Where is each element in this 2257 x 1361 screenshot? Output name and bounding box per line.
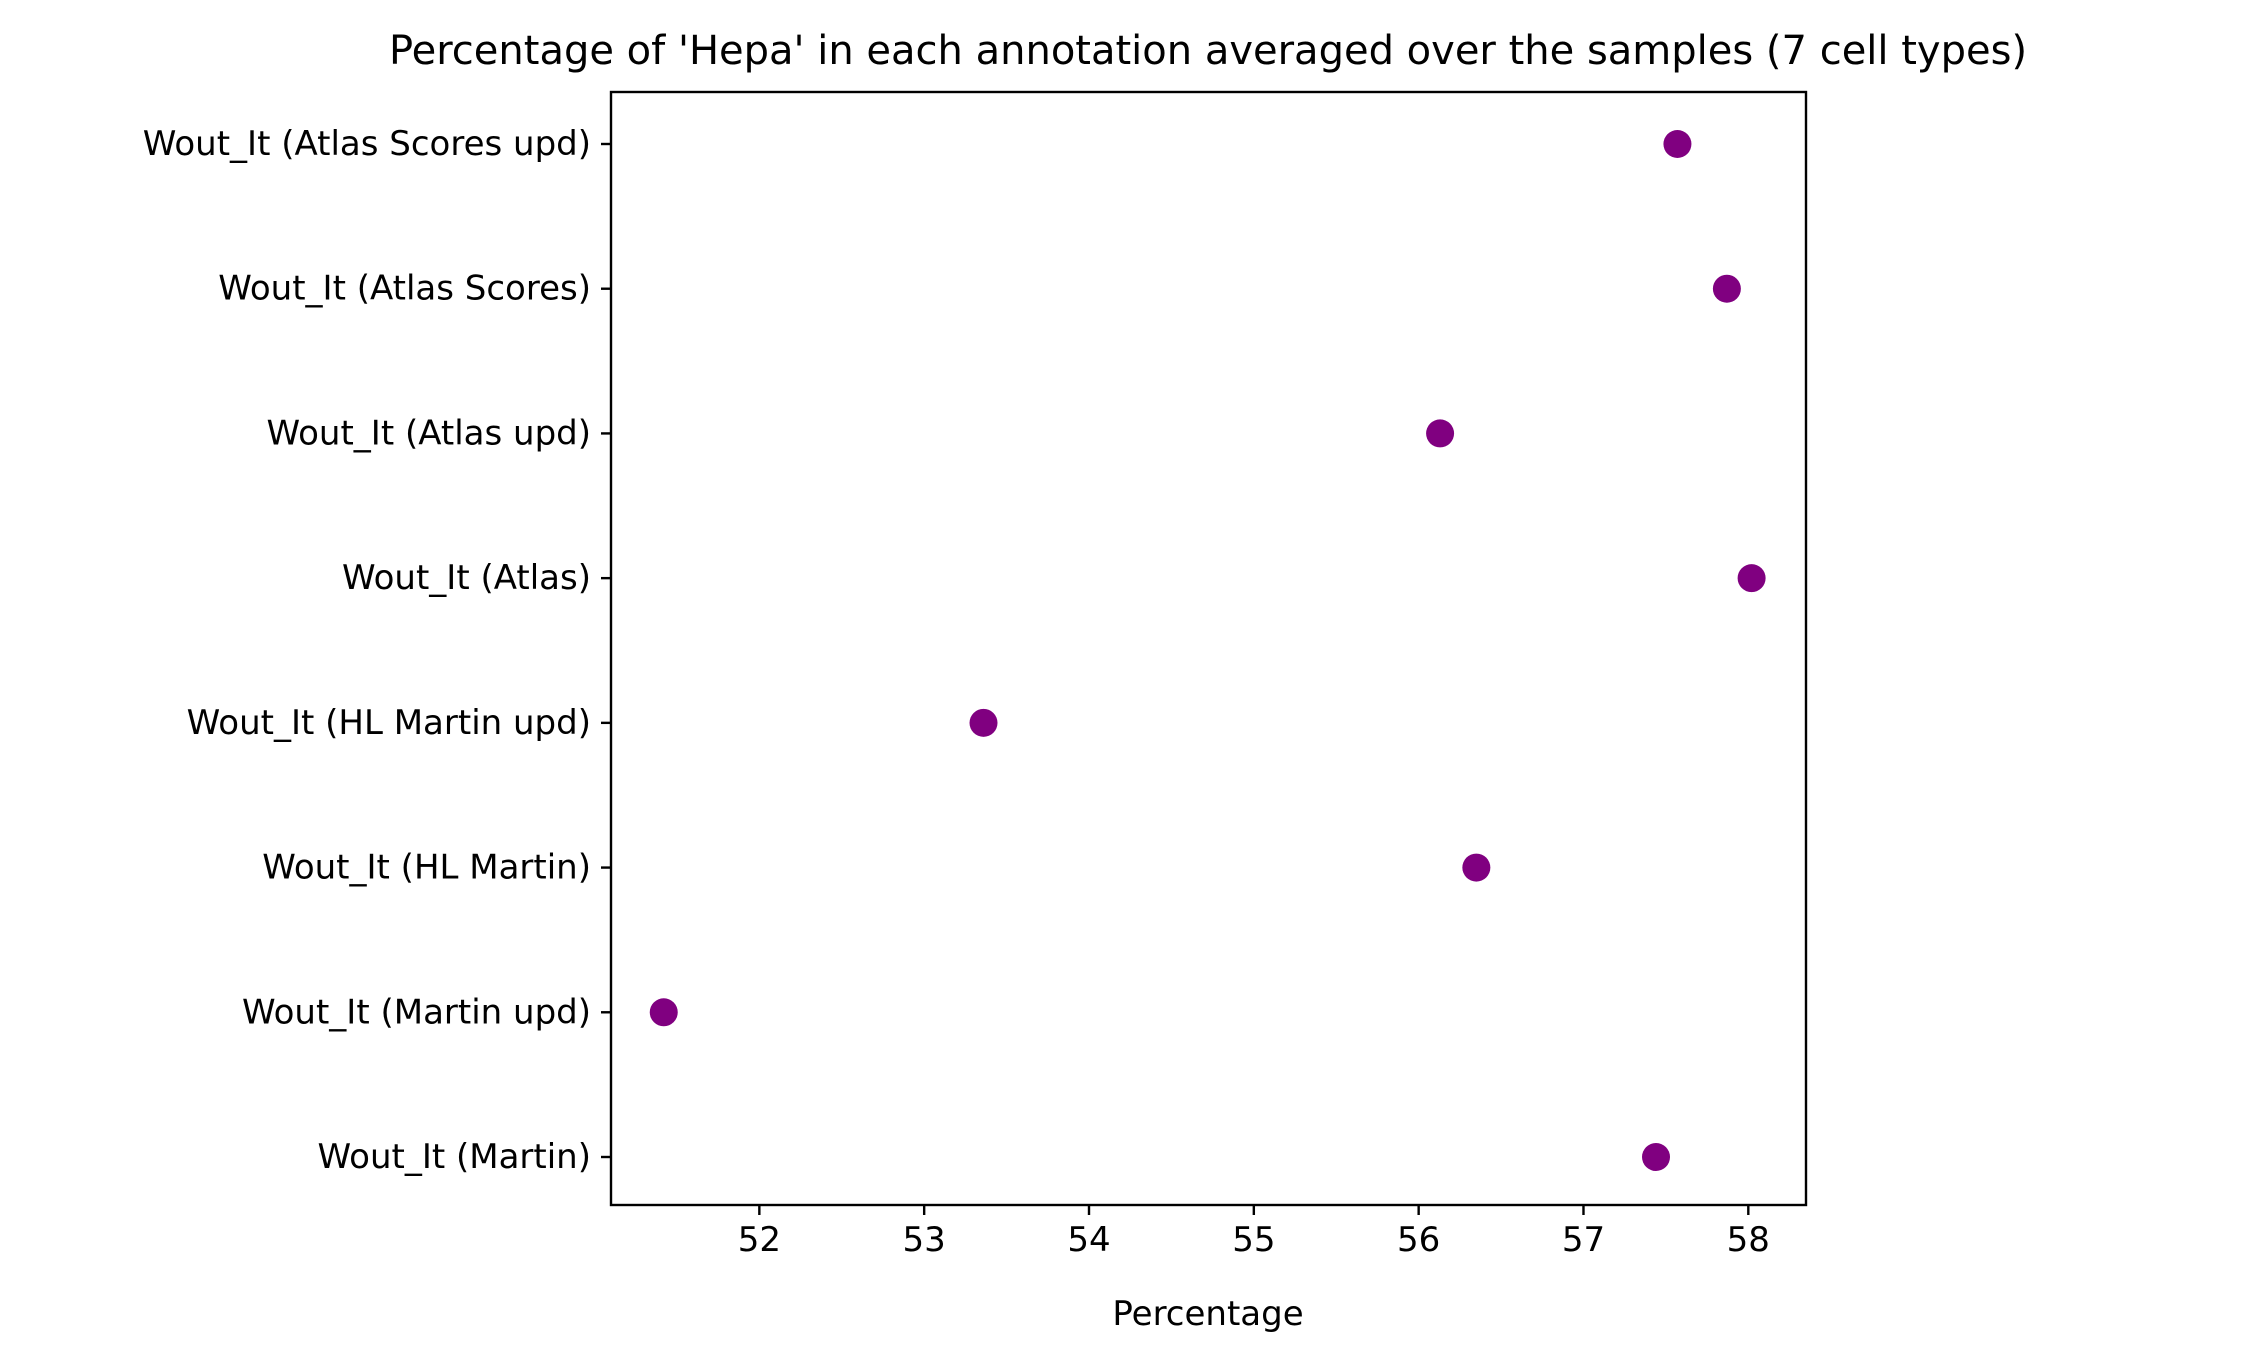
y-tick-label: Wout_It (Martin upd) <box>242 992 591 1032</box>
y-tick-label: Wout_It (Atlas) <box>342 558 591 598</box>
x-tick-label: 54 <box>1067 1220 1110 1260</box>
y-tick-label: Wout_It (Atlas upd) <box>266 413 591 453</box>
x-axis: 52 53 54 55 56 57 58 <box>738 1205 1770 1260</box>
data-point <box>1426 419 1455 448</box>
chart-title: Percentage of 'Hepa' in each annotation … <box>389 28 2027 74</box>
data-points <box>649 130 1766 1171</box>
y-tick-label: Wout_It (Martin) <box>318 1137 591 1177</box>
x-tick-label: 55 <box>1232 1220 1275 1260</box>
data-point <box>1642 1143 1671 1171</box>
y-tick-label: Wout_It (HL Martin upd) <box>187 703 591 743</box>
data-point <box>649 998 678 1027</box>
x-tick-label: 57 <box>1562 1220 1605 1260</box>
x-tick-label: 58 <box>1727 1220 1770 1260</box>
data-point <box>1712 274 1741 303</box>
y-tick-label: Wout_It (Atlas Scores upd) <box>143 124 591 164</box>
x-axis-label: Percentage <box>1112 1294 1303 1334</box>
y-tick-label: Wout_It (Atlas Scores) <box>218 269 591 309</box>
y-axis: Wout_It (Atlas Scores upd) Wout_It (Atlas… <box>143 124 611 1177</box>
x-tick-label: 52 <box>738 1220 781 1260</box>
data-point <box>1462 853 1491 882</box>
y-tick-label: Wout_It (HL Martin) <box>262 848 591 888</box>
data-point <box>969 708 998 737</box>
data-point <box>1663 130 1692 158</box>
data-point <box>1737 564 1766 593</box>
plot-frame <box>609 90 1808 1207</box>
x-tick-label: 53 <box>903 1220 946 1260</box>
x-tick-label: 56 <box>1397 1220 1440 1260</box>
